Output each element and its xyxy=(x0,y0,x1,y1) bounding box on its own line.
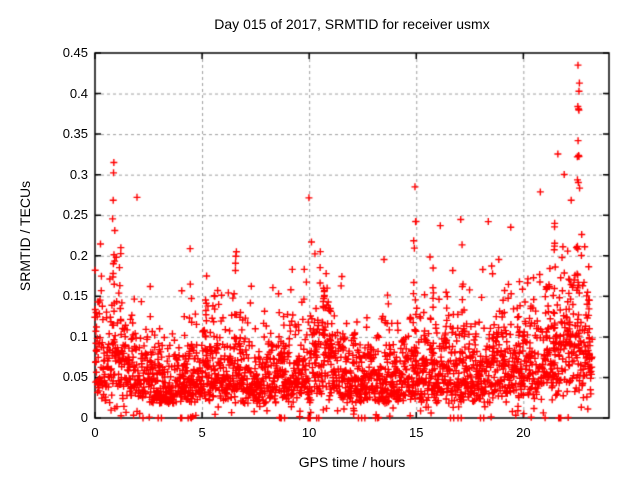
chart-title: Day 015 of 2017, SRMTID for receiver usm… xyxy=(214,16,490,32)
y-tick-label: 0.35 xyxy=(62,126,88,142)
y-tick-label: 0.05 xyxy=(62,369,88,385)
y-tick-label: 0 xyxy=(80,410,88,425)
x-tick-label: 10 xyxy=(301,425,317,440)
y-tick-label: 0.1 xyxy=(69,328,88,344)
y-tick-label: 0.25 xyxy=(62,207,88,223)
y-tick-label: 0.45 xyxy=(62,45,88,60)
y-axis-title: SRMTID / TECUs xyxy=(17,180,33,292)
y-tick-label: 0.4 xyxy=(69,85,88,101)
x-tick-label: 0 xyxy=(91,425,99,440)
x-axis-title: GPS time / hours xyxy=(298,454,406,470)
x-tick-label: 20 xyxy=(516,425,531,440)
y-tick-label: 0.3 xyxy=(69,166,88,182)
y-tick-label: 0.2 xyxy=(69,247,88,263)
x-tick-label: 15 xyxy=(409,425,424,440)
x-tick-label: 5 xyxy=(198,425,206,440)
y-tick-label: 0.15 xyxy=(62,288,88,304)
